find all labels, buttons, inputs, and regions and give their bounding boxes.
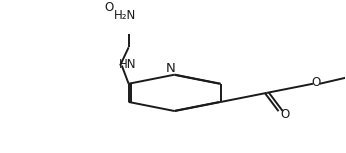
Text: O: O: [312, 76, 321, 89]
Text: HN: HN: [119, 58, 136, 71]
Text: H₂N: H₂N: [113, 9, 136, 22]
Text: N: N: [165, 62, 175, 75]
Text: O: O: [104, 2, 113, 14]
Text: O: O: [280, 108, 289, 121]
